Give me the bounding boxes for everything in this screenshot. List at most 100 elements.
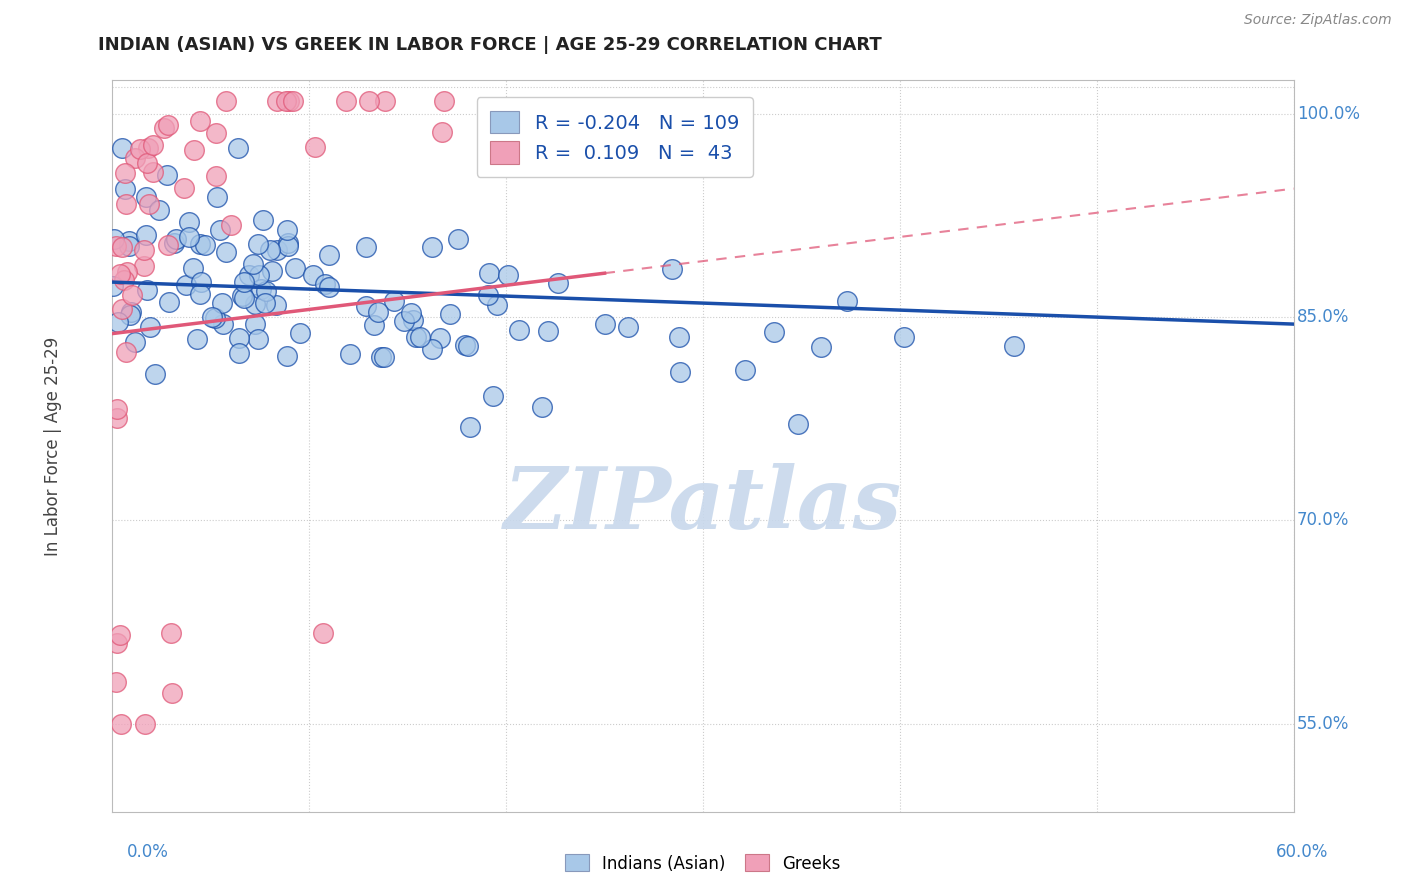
Point [215, 94, 238, 108]
Point [188, 236, 211, 251]
Point [370, 350, 392, 364]
Point [135, 190, 157, 204]
Point [194, 238, 217, 252]
Point [157, 238, 180, 252]
Text: 0.0%: 0.0% [127, 843, 169, 861]
Point [219, 218, 242, 232]
Point [226, 141, 249, 155]
Point [136, 283, 159, 297]
Point [243, 297, 266, 311]
Point [132, 260, 155, 274]
Point [201, 310, 224, 325]
Point [536, 324, 558, 338]
Point [335, 94, 357, 108]
Point [302, 268, 325, 282]
Point [211, 318, 233, 332]
Point [163, 236, 186, 251]
Point [304, 139, 326, 153]
Point [669, 365, 692, 379]
Point [277, 236, 299, 251]
Point [363, 318, 385, 333]
Point [107, 315, 129, 329]
Point [183, 144, 205, 158]
Point [111, 240, 134, 254]
Point [153, 120, 176, 135]
Point [114, 182, 136, 196]
Point [264, 298, 287, 312]
Point [433, 94, 456, 108]
Text: 85.0%: 85.0% [1298, 309, 1350, 326]
Point [457, 339, 479, 353]
Point [253, 296, 276, 310]
Point [120, 305, 142, 319]
Point [478, 266, 501, 280]
Point [357, 94, 380, 108]
Point [165, 232, 187, 246]
Text: 70.0%: 70.0% [1298, 511, 1350, 530]
Point [278, 94, 301, 108]
Point [893, 330, 915, 344]
Point [176, 277, 198, 292]
Point [124, 334, 146, 349]
Point [247, 236, 270, 251]
Point [356, 240, 378, 254]
Point [266, 94, 288, 108]
Point [134, 716, 156, 731]
Point [482, 389, 505, 403]
Point [254, 284, 277, 298]
Point [115, 265, 138, 279]
Point [117, 234, 139, 248]
Point [593, 317, 616, 331]
Point [118, 239, 141, 253]
Point [318, 248, 340, 262]
Point [136, 155, 159, 169]
Point [188, 114, 211, 128]
Point [276, 349, 298, 363]
Point [246, 332, 269, 346]
Point [121, 287, 143, 301]
Point [312, 625, 335, 640]
Text: ZIPatlas: ZIPatlas [503, 463, 903, 546]
Point [508, 323, 530, 337]
Point [177, 229, 200, 244]
Point [373, 94, 395, 108]
Point [318, 280, 340, 294]
Point [211, 296, 233, 310]
Point [447, 232, 470, 246]
Point [762, 325, 785, 339]
Point [429, 331, 451, 345]
Point [277, 238, 299, 252]
Point [108, 628, 131, 642]
Point [266, 243, 288, 257]
Point [103, 231, 125, 245]
Point [399, 306, 422, 320]
Legend: R = -0.204   N = 109, R =  0.109   N =  43: R = -0.204 N = 109, R = 0.109 N = 43 [477, 97, 752, 178]
Point [250, 282, 273, 296]
Point [734, 363, 756, 377]
Point [205, 190, 228, 204]
Point [274, 94, 297, 108]
Point [181, 260, 204, 275]
Point [430, 125, 453, 139]
Point [242, 257, 264, 271]
Point [173, 181, 195, 195]
Point [148, 203, 170, 218]
Point [837, 294, 859, 309]
Point [132, 243, 155, 257]
Point [477, 287, 499, 301]
Point [135, 228, 157, 243]
Point [204, 311, 226, 326]
Point [354, 300, 377, 314]
Text: 55.0%: 55.0% [1298, 714, 1350, 732]
Point [108, 268, 131, 282]
Point [139, 319, 162, 334]
Point [186, 332, 208, 346]
Point [382, 294, 405, 309]
Text: Source: ZipAtlas.com: Source: ZipAtlas.com [1244, 13, 1392, 28]
Point [247, 268, 270, 283]
Point [454, 337, 477, 351]
Point [177, 214, 200, 228]
Point [617, 320, 640, 334]
Point [401, 313, 423, 327]
Point [157, 295, 180, 310]
